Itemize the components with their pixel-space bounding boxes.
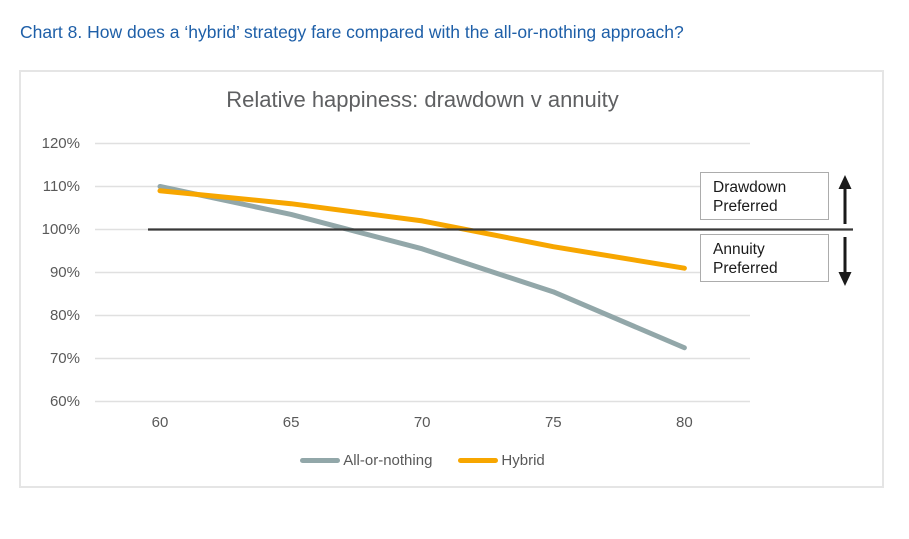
hybrid-line-swatch — [458, 457, 499, 463]
x-axis-tick-label: 75 — [544, 414, 562, 431]
all-or-nothing-line-swatch — [300, 457, 341, 463]
legend-label: Hybrid — [501, 451, 545, 469]
annuity-annotation-line2: Preferred — [713, 260, 778, 277]
legend-label: All-or-nothing — [343, 451, 433, 469]
legend: All-or-nothing Hybrid — [95, 450, 750, 470]
page-heading: Chart 8. How does a ‘hybrid’ strategy fa… — [20, 22, 684, 42]
y-axis-tick-label: 70% — [49, 349, 80, 367]
x-axis-tick-label: 65 — [282, 414, 300, 431]
x-axis-tick-label: 70 — [413, 414, 431, 431]
y-axis-tick-label: 90% — [49, 263, 80, 281]
y-axis-tick-label: 120% — [41, 134, 80, 152]
y-axis-tick-label: 100% — [41, 220, 80, 238]
drawdown-annotation-line1: Drawdown — [713, 179, 787, 196]
y-axis-tick-label: 80% — [49, 306, 80, 324]
legend-item-hybrid: Hybrid — [458, 451, 545, 469]
annuity-preferred-annotation: Annuity Preferred — [700, 234, 829, 282]
annuity-annotation-line1: Annuity — [713, 241, 765, 258]
drawdown-preferred-annotation: Drawdown Preferred — [700, 172, 829, 220]
legend-item-all-or-nothing: All-or-nothing — [300, 452, 432, 469]
chart-title: Relative happiness: drawdown v annuity — [226, 87, 619, 112]
x-axis-tick-label: 80 — [676, 414, 693, 431]
y-axis-tick-label: 60% — [49, 392, 80, 410]
drawdown-annotation-line2: Preferred — [713, 198, 778, 215]
x-axis-tick-label: 60 — [151, 414, 169, 431]
y-axis-tick-label: 110% — [42, 177, 80, 195]
